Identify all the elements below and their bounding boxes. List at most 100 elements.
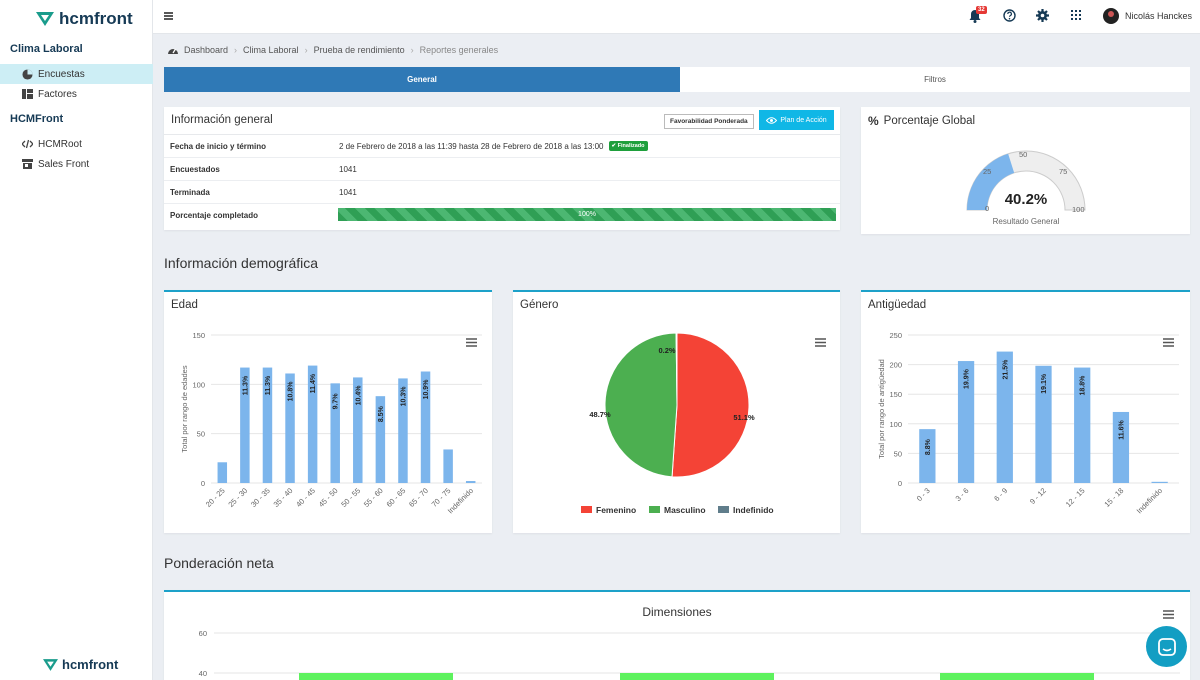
plan-de-accion-button[interactable]: Plan de Acción — [759, 110, 834, 130]
edad-bar — [353, 377, 363, 483]
sidebar-item-factores[interactable]: Factores — [0, 84, 153, 104]
pie-slice-masculino — [604, 332, 678, 478]
edad-bar — [285, 373, 295, 483]
edad-bar — [217, 462, 228, 483]
info-general-card: Información general Favorabilidad Ponder… — [164, 107, 840, 230]
legend-label: Masculino — [664, 505, 706, 515]
antiguedad-xtick: 15 - 18 — [1102, 486, 1125, 509]
user-menu[interactable]: Nicolás Hanckes — [1103, 8, 1192, 24]
antiguedad-xtick: 3 - 6 — [954, 486, 971, 503]
antiguedad-xtick: 0 - 3 — [915, 486, 932, 503]
sidebar-item-sales-front[interactable]: Sales Front — [0, 154, 153, 174]
chart-menu-icon[interactable] — [1163, 610, 1174, 619]
store-icon — [22, 159, 33, 169]
edad-xtick: 50 - 55 — [339, 486, 362, 509]
chat-button[interactable] — [1146, 626, 1187, 667]
dimensiones-chart: Dimensiones 40 60 — [199, 605, 1180, 680]
avatar — [1103, 8, 1119, 24]
breadcrumb-separator: › — [410, 45, 414, 55]
logo-icon — [36, 12, 54, 26]
edad-bar — [262, 367, 273, 483]
antiguedad-bar — [996, 351, 1013, 483]
info-row-value: 1041 — [339, 164, 357, 174]
edad-data-label: 10.3% — [400, 386, 407, 407]
footer-logo-text: hcmfront — [62, 657, 119, 672]
antiguedad-data-label: 21.5% — [1002, 359, 1009, 380]
card-header: Información general Favorabilidad Ponder… — [164, 107, 840, 135]
gauge-value: 40.2% — [1005, 191, 1048, 208]
sidebar-item-label: Encuestas — [38, 68, 85, 80]
dimensiones-title: Dimensiones — [642, 605, 711, 619]
progress-bar: 100% — [338, 208, 836, 221]
breadcrumb-separator: › — [304, 45, 308, 55]
gauge-tick-100: 100 — [1072, 205, 1085, 214]
plan-label: Plan de Acción — [780, 116, 827, 124]
antiguedad-data-label: 18.8% — [1080, 375, 1087, 396]
sidebar-item-hcmroot[interactable]: HCMRoot — [0, 134, 153, 154]
hamburger-menu-icon[interactable] — [164, 12, 173, 20]
breadcrumb: Dashboard › Clima Laboral › Prueba de re… — [168, 45, 498, 55]
apps-grid-icon[interactable] — [1070, 9, 1082, 21]
favorabilidad-ponderada-button[interactable]: Favorabilidad Ponderada — [664, 114, 754, 129]
edad-ylabel: Total por rango de edades — [180, 365, 189, 452]
settings-gear-icon[interactable] — [1036, 9, 1049, 22]
pie-chart-icon — [22, 68, 33, 80]
dimensiones-bar — [940, 673, 1094, 680]
breadcrumb-current: Reportes generales — [419, 45, 499, 55]
help-icon[interactable] — [1003, 9, 1016, 22]
dashboard-icon — [168, 48, 178, 54]
percent-icon: % — [868, 114, 879, 128]
dimensiones-ytick: 40 — [199, 669, 207, 678]
tab-general[interactable]: General — [164, 67, 680, 92]
edad-data-label: 11.4% — [310, 373, 317, 393]
section-title-ponderacion: Ponderación neta — [164, 555, 274, 571]
card-header: % Porcentaje Global — [868, 114, 975, 128]
sidebar-item-encuestas[interactable]: Encuestas — [0, 64, 153, 84]
breadcrumb-prueba[interactable]: Prueba de rendimiento — [313, 45, 405, 55]
antiguedad-data-label: 19.9% — [964, 368, 971, 389]
antiguedad-ytick: 150 — [889, 390, 902, 399]
legend-swatch — [649, 506, 660, 513]
breadcrumb-clima[interactable]: Clima Laboral — [243, 45, 299, 55]
antiguedad-bar — [919, 429, 936, 483]
info-row-fecha: Fecha de inicio y término 2 de Febrero d… — [164, 135, 840, 158]
edad-bar — [330, 383, 340, 483]
edad-xtick: 65 - 70 — [407, 486, 430, 509]
info-row-label: Fecha de inicio y término — [170, 141, 267, 151]
tab-filtros[interactable]: Filtros — [680, 67, 1190, 92]
gauge-fill — [967, 153, 1015, 210]
edad-ytick: 0 — [201, 479, 205, 488]
info-row-label: Encuestados — [170, 164, 220, 174]
edad-xtick: 30 - 35 — [249, 486, 272, 509]
chat-icon — [1157, 637, 1176, 656]
card-title: Información general — [171, 114, 273, 126]
edad-ytick: 150 — [192, 331, 205, 340]
user-name: Nicolás Hanckes — [1125, 11, 1193, 21]
card-title: Edad — [171, 299, 198, 311]
gauge-caption: Resultado General — [993, 217, 1060, 226]
legend-swatch — [718, 506, 729, 513]
antiguedad-xtick: 12 - 15 — [1064, 486, 1087, 509]
edad-data-label: 10.4% — [355, 385, 362, 406]
app-logo[interactable]: hcmfront — [36, 9, 133, 29]
edad-bar — [465, 481, 476, 483]
chart-menu-icon[interactable] — [815, 338, 826, 347]
edad-xtick: 60 - 65 — [384, 486, 407, 509]
antiguedad-bar — [1151, 481, 1168, 483]
edad-ytick: 50 — [197, 430, 205, 439]
gauge-tick-25: 25 — [983, 167, 991, 176]
code-icon — [22, 139, 33, 149]
sidebar-item-label: Factores — [38, 88, 77, 100]
dimensiones-bar — [620, 673, 774, 680]
chart-menu-icon[interactable] — [466, 338, 477, 347]
edad-data-label: 10.9% — [423, 379, 430, 400]
antiguedad-ytick: 100 — [889, 420, 902, 429]
edad-bar — [443, 449, 453, 483]
info-row-encuestados: Encuestados 1041 — [164, 158, 840, 181]
antiguedad-xtick: 6 - 9 — [992, 486, 1009, 503]
edad-xtick: 40 - 45 — [294, 486, 317, 509]
antiguedad-bar — [1035, 365, 1052, 483]
antiguedad-xtick: 9 - 12 — [1028, 486, 1048, 506]
chart-menu-icon[interactable] — [1163, 338, 1174, 347]
breadcrumb-dashboard[interactable]: Dashboard — [184, 45, 229, 55]
